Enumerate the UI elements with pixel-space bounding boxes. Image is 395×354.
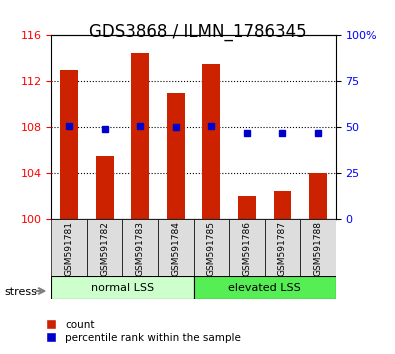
Legend: count, percentile rank within the sample: count, percentile rank within the sample xyxy=(37,315,245,347)
Bar xyxy=(202,64,220,219)
Bar xyxy=(131,53,149,219)
FancyBboxPatch shape xyxy=(194,276,336,299)
FancyBboxPatch shape xyxy=(51,276,194,299)
Text: GSM591785: GSM591785 xyxy=(207,221,216,276)
Text: GSM591782: GSM591782 xyxy=(100,221,109,276)
Text: GSM591784: GSM591784 xyxy=(171,221,180,276)
Text: GSM591786: GSM591786 xyxy=(243,221,251,276)
Text: elevated LSS: elevated LSS xyxy=(228,282,301,293)
Bar xyxy=(274,191,292,219)
Text: GSM591783: GSM591783 xyxy=(136,221,145,276)
Bar xyxy=(238,196,256,219)
FancyBboxPatch shape xyxy=(265,219,300,278)
FancyBboxPatch shape xyxy=(122,219,158,278)
FancyBboxPatch shape xyxy=(87,219,122,278)
FancyBboxPatch shape xyxy=(158,219,194,278)
FancyBboxPatch shape xyxy=(229,219,265,278)
Text: normal LSS: normal LSS xyxy=(91,282,154,293)
FancyBboxPatch shape xyxy=(300,219,336,278)
Bar xyxy=(96,156,114,219)
Text: GDS3868 / ILMN_1786345: GDS3868 / ILMN_1786345 xyxy=(89,23,306,41)
FancyBboxPatch shape xyxy=(194,219,229,278)
Bar xyxy=(167,93,184,219)
Text: GSM591787: GSM591787 xyxy=(278,221,287,276)
Text: GSM591781: GSM591781 xyxy=(65,221,73,276)
Bar xyxy=(309,173,327,219)
Text: GSM591788: GSM591788 xyxy=(314,221,322,276)
Bar xyxy=(60,70,78,219)
Text: stress: stress xyxy=(4,287,37,297)
FancyBboxPatch shape xyxy=(51,219,87,278)
